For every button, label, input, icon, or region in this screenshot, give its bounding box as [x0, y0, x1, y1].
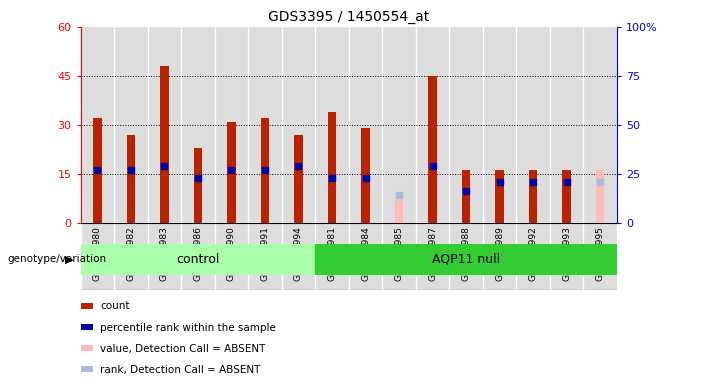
- Point: [461, 188, 472, 194]
- Text: GSM267983: GSM267983: [160, 226, 169, 281]
- Bar: [583, 27, 617, 223]
- Text: GSM267987: GSM267987: [428, 226, 437, 281]
- Point: [527, 179, 538, 185]
- Bar: [449, 223, 483, 290]
- Bar: [483, 223, 517, 290]
- Bar: [148, 223, 181, 290]
- Text: control: control: [176, 253, 219, 266]
- Bar: [93, 118, 102, 223]
- Bar: [583, 223, 617, 290]
- Bar: [114, 223, 148, 290]
- Bar: [449, 27, 483, 223]
- Text: GSM267995: GSM267995: [596, 226, 605, 281]
- Bar: [148, 27, 181, 223]
- Text: rank, Detection Call = ABSENT: rank, Detection Call = ABSENT: [100, 365, 261, 375]
- Bar: [517, 223, 550, 290]
- Text: count: count: [100, 301, 130, 311]
- Bar: [215, 223, 248, 290]
- Point: [259, 167, 271, 173]
- Point: [226, 167, 237, 173]
- Bar: [294, 135, 303, 223]
- Point: [92, 167, 103, 173]
- Bar: [193, 148, 202, 223]
- Text: genotype/variation: genotype/variation: [7, 254, 106, 264]
- Point: [125, 167, 137, 173]
- Text: GSM267980: GSM267980: [93, 226, 102, 281]
- Bar: [550, 223, 583, 290]
- Text: GSM267985: GSM267985: [395, 226, 404, 281]
- Point: [360, 175, 371, 181]
- Bar: [496, 170, 504, 223]
- Bar: [416, 27, 449, 223]
- Bar: [81, 244, 315, 275]
- Bar: [282, 223, 315, 290]
- Text: GSM267989: GSM267989: [495, 226, 504, 281]
- Bar: [462, 170, 470, 223]
- Point: [561, 179, 572, 185]
- Bar: [529, 170, 537, 223]
- Bar: [227, 121, 236, 223]
- Point: [393, 192, 404, 199]
- Text: GSM267992: GSM267992: [529, 226, 538, 281]
- Bar: [550, 27, 583, 223]
- Bar: [215, 27, 248, 223]
- Point: [594, 179, 606, 185]
- Bar: [261, 118, 269, 223]
- Bar: [395, 197, 403, 223]
- Bar: [349, 27, 382, 223]
- Point: [192, 175, 203, 181]
- Point: [159, 163, 170, 169]
- Bar: [416, 223, 449, 290]
- Bar: [483, 27, 517, 223]
- Text: GSM267984: GSM267984: [361, 226, 370, 281]
- Bar: [315, 27, 349, 223]
- Bar: [361, 128, 369, 223]
- Text: GSM267988: GSM267988: [461, 226, 470, 281]
- Point: [427, 163, 438, 169]
- Bar: [382, 223, 416, 290]
- Bar: [562, 170, 571, 223]
- Bar: [349, 223, 382, 290]
- Text: GSM267993: GSM267993: [562, 226, 571, 281]
- Bar: [181, 27, 215, 223]
- Text: AQP11 null: AQP11 null: [432, 253, 500, 266]
- Bar: [81, 27, 114, 223]
- Bar: [315, 223, 349, 290]
- Text: GSM267986: GSM267986: [193, 226, 203, 281]
- Text: value, Detection Call = ABSENT: value, Detection Call = ABSENT: [100, 344, 266, 354]
- Text: GSM267990: GSM267990: [227, 226, 236, 281]
- Bar: [127, 135, 135, 223]
- Bar: [248, 27, 282, 223]
- Bar: [596, 170, 604, 223]
- Bar: [181, 223, 215, 290]
- Text: GSM267994: GSM267994: [294, 226, 303, 281]
- Text: GSM267991: GSM267991: [261, 226, 269, 281]
- Title: GDS3395 / 1450554_at: GDS3395 / 1450554_at: [268, 10, 430, 25]
- Bar: [315, 244, 617, 275]
- Bar: [428, 76, 437, 223]
- Bar: [114, 27, 148, 223]
- Point: [327, 175, 338, 181]
- Bar: [248, 223, 282, 290]
- Text: GSM267981: GSM267981: [327, 226, 336, 281]
- Bar: [328, 112, 336, 223]
- Bar: [517, 27, 550, 223]
- Point: [293, 163, 304, 169]
- Point: [494, 179, 505, 185]
- Text: GSM267982: GSM267982: [126, 226, 135, 281]
- Text: percentile rank within the sample: percentile rank within the sample: [100, 323, 276, 333]
- Bar: [81, 223, 114, 290]
- Bar: [282, 27, 315, 223]
- Text: ▶: ▶: [65, 254, 74, 264]
- Bar: [161, 66, 169, 223]
- Bar: [382, 27, 416, 223]
